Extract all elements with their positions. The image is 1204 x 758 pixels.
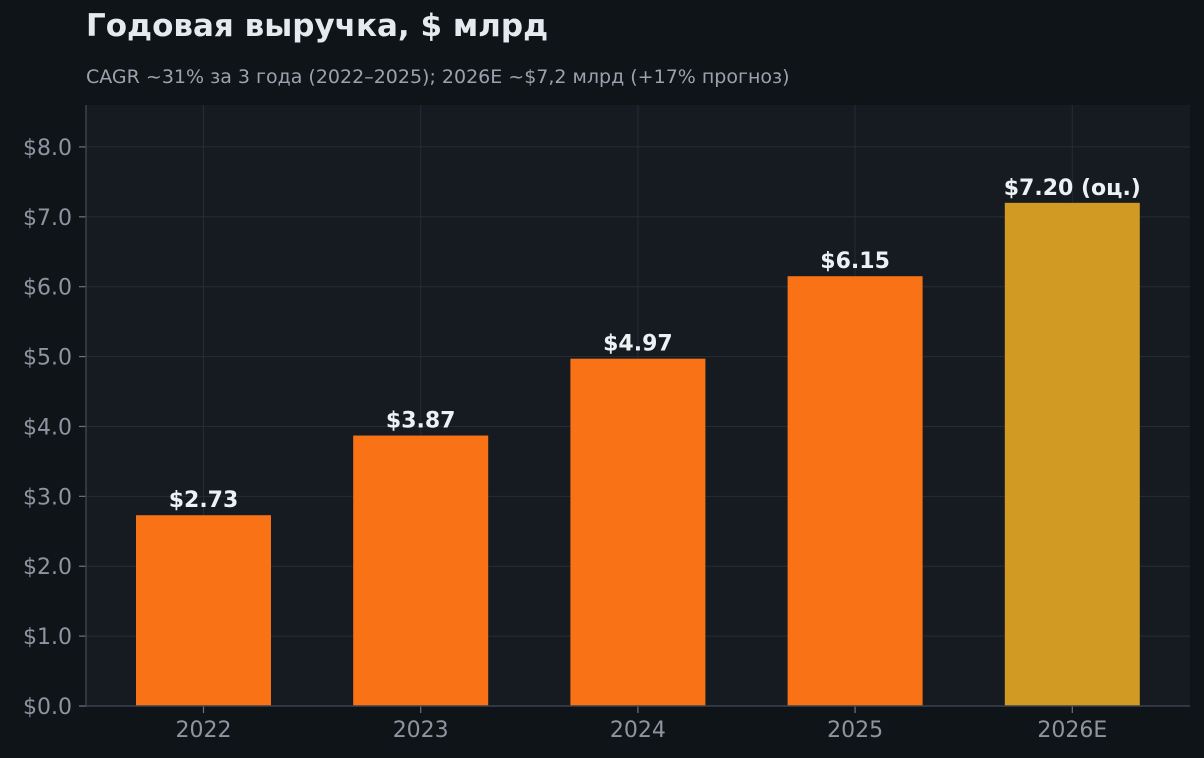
value-label: $6.15 bbox=[820, 249, 890, 274]
bar-2026E bbox=[1004, 202, 1140, 706]
x-tick-label: 2023 bbox=[393, 718, 449, 743]
y-tick-label: $3.0 bbox=[23, 485, 72, 510]
y-tick-label: $1.0 bbox=[23, 625, 72, 650]
y-tick-label: $5.0 bbox=[23, 346, 72, 371]
y-tick-label: $8.0 bbox=[23, 136, 72, 161]
value-label: $2.73 bbox=[169, 488, 239, 513]
y-tick-label: $0.0 bbox=[23, 695, 72, 720]
bar-2022 bbox=[136, 515, 271, 706]
y-tick-label: $7.0 bbox=[23, 206, 72, 231]
value-label: $4.97 bbox=[603, 332, 673, 357]
chart-title: Годовая выручка, $ млрд bbox=[86, 8, 549, 44]
bar-2023 bbox=[353, 435, 489, 706]
value-label: $3.87 bbox=[386, 409, 456, 434]
value-label: $7.20 (оц.) bbox=[1004, 176, 1141, 201]
y-tick-label: $4.0 bbox=[23, 415, 72, 440]
x-tick-label: 2025 bbox=[827, 718, 883, 743]
bar-2025 bbox=[787, 276, 923, 706]
bar-2024 bbox=[570, 358, 706, 706]
x-tick-label: 2024 bbox=[610, 718, 666, 743]
chart-subtitle: CAGR ~31% за 3 года (2022–2025); 2026E ~… bbox=[86, 66, 790, 88]
y-tick-label: $6.0 bbox=[23, 276, 72, 301]
x-tick-label: 2026E bbox=[1037, 718, 1107, 743]
y-tick-label: $2.0 bbox=[23, 555, 72, 580]
x-tick-label: 2022 bbox=[176, 718, 232, 743]
